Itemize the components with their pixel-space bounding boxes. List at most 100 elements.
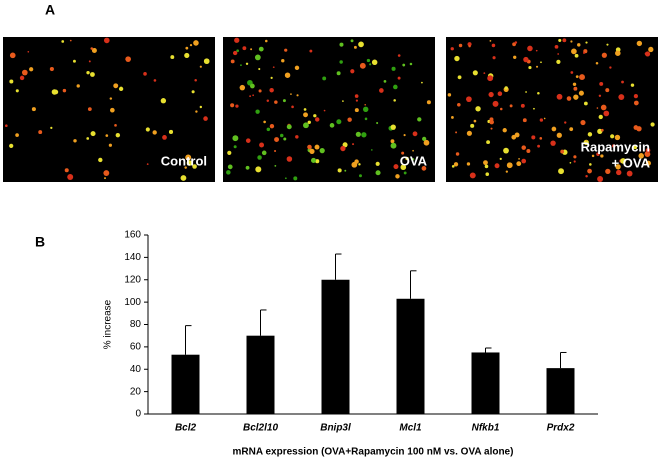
cell — [417, 117, 422, 122]
cell — [403, 134, 406, 137]
cell — [573, 155, 577, 159]
micrograph: OVA — [223, 37, 435, 182]
cell — [354, 108, 359, 113]
cell — [337, 168, 342, 173]
cell — [575, 75, 579, 79]
image-label: Rapamycin — [581, 139, 650, 154]
cell — [274, 100, 278, 104]
cell — [587, 168, 592, 174]
cell — [569, 161, 572, 164]
cell — [535, 65, 539, 68]
cell — [314, 144, 320, 150]
cell — [265, 39, 268, 43]
cell — [370, 149, 373, 151]
cell — [323, 109, 326, 112]
cell — [152, 130, 157, 135]
cell — [600, 154, 604, 158]
cell — [49, 67, 54, 72]
cell — [421, 166, 427, 171]
cell — [232, 50, 238, 56]
cell — [344, 169, 347, 172]
y-tick-label: 140 — [124, 252, 141, 263]
cell — [605, 88, 610, 93]
cell — [645, 51, 651, 57]
cell — [125, 56, 131, 62]
cell — [615, 164, 621, 170]
cell — [582, 51, 586, 54]
cell — [633, 145, 638, 150]
cell — [475, 106, 481, 112]
cell — [245, 165, 250, 170]
cell — [266, 99, 270, 103]
y-tick-label: 60 — [130, 342, 142, 353]
cell — [630, 83, 635, 87]
cell — [502, 128, 507, 133]
cell — [503, 147, 509, 154]
cell — [232, 135, 239, 142]
cell — [350, 69, 355, 74]
cell — [283, 137, 287, 141]
cell — [284, 177, 287, 180]
cell — [485, 172, 490, 176]
cell — [366, 58, 371, 63]
cell — [596, 107, 599, 109]
cell — [88, 60, 91, 63]
cell — [469, 172, 476, 179]
cell — [636, 126, 642, 132]
cell — [245, 138, 251, 143]
cell — [551, 126, 557, 132]
cell — [67, 173, 74, 180]
cell — [518, 158, 520, 160]
cell — [61, 40, 65, 43]
cell — [412, 131, 418, 137]
cell — [369, 63, 372, 66]
cell — [162, 135, 167, 140]
cell — [570, 71, 574, 74]
cell — [113, 83, 119, 89]
cell — [339, 60, 343, 64]
cell — [293, 176, 298, 181]
cell — [599, 81, 604, 86]
cell — [537, 91, 540, 95]
cell — [391, 66, 396, 71]
cell — [227, 150, 232, 155]
cell — [645, 148, 651, 153]
cell — [184, 52, 190, 59]
cell — [571, 48, 577, 55]
cell — [489, 39, 492, 42]
cell — [108, 143, 112, 147]
cell — [242, 46, 247, 51]
cell — [596, 152, 600, 156]
cell — [606, 43, 609, 46]
cell — [600, 128, 604, 132]
cell — [5, 124, 8, 128]
cell — [612, 144, 616, 148]
cell — [650, 122, 655, 127]
panel-label: B — [35, 234, 45, 250]
cell — [455, 152, 460, 156]
cell — [272, 66, 275, 69]
cell — [342, 100, 344, 102]
cell — [423, 139, 430, 146]
cell — [492, 100, 499, 107]
cell — [526, 149, 531, 154]
cell — [90, 47, 94, 50]
cell — [511, 134, 517, 140]
cell — [570, 40, 573, 43]
cell — [199, 65, 202, 68]
cell — [170, 55, 175, 60]
cell — [447, 93, 452, 97]
cell — [527, 45, 533, 52]
cell — [110, 107, 115, 113]
cell — [491, 43, 496, 48]
cell — [577, 43, 581, 47]
cell — [364, 117, 368, 121]
cell — [574, 53, 579, 58]
cell — [578, 90, 584, 96]
cell — [509, 104, 513, 108]
cell — [616, 169, 622, 176]
cell — [450, 47, 454, 51]
cell — [473, 119, 477, 123]
cell — [355, 131, 361, 137]
cell — [558, 168, 564, 175]
